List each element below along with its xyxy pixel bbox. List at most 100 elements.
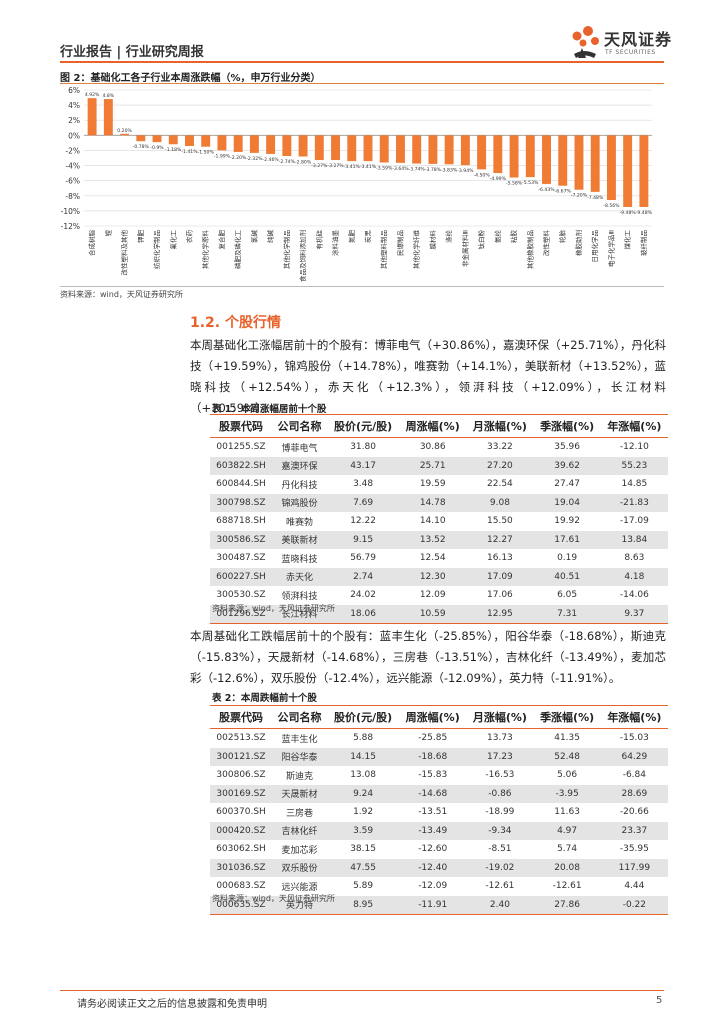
y-tick-label: -2% — [65, 146, 80, 155]
table-cell: -12.40 — [399, 858, 467, 877]
table-cell: 300798.SZ — [210, 493, 272, 512]
header-divider — [60, 61, 664, 63]
table-row: 300798.SZ 锦鸡股份 7.69 14.78 9.08 19.04 -21.83 — [210, 493, 668, 512]
table-cell: 18.06 — [327, 604, 400, 624]
category-label: 涂料油墨 — [331, 230, 340, 257]
category-label: 民爆制品 — [395, 230, 404, 256]
table-cell: 6.05 — [557, 590, 578, 601]
table-cell: 28.69 — [600, 784, 668, 803]
data-label: -0.9% — [150, 145, 164, 151]
table-row: 001296.SZ 长江材料 18.06 10.59 12.95 7.31 9.37 — [210, 604, 668, 624]
table-row: 688718.SH 唯赛勃 12.22 14.10 15.50 19.92 -17.09 — [210, 512, 668, 531]
table-cell: 30.86 — [419, 442, 446, 453]
category-label: 煤化工 — [623, 230, 632, 250]
table-cell: 688718.SH — [216, 516, 266, 527]
table-cell: 19.04 — [533, 493, 601, 512]
bar — [136, 135, 146, 142]
category-label: 钾肥 — [136, 230, 145, 244]
data-label: -0.78% — [133, 144, 150, 150]
y-tick-label: 4% — [68, 101, 80, 110]
bar — [87, 98, 97, 136]
table-cell: 9.15 — [327, 530, 400, 549]
table-cell: 2.74 — [327, 567, 400, 586]
table-cell: 17.23 — [466, 747, 534, 766]
y-tick-label: -12% — [61, 222, 80, 231]
table2-source: 资料来源：wind，天风证券研究所 — [212, 894, 335, 903]
top-losers-table: 股票代码 公司名称 股价(元/股) 周涨幅(%) 月涨幅(%) 季涨幅(%) 年涨幅(%) … — [210, 705, 668, 915]
category-label: 轮胎 — [558, 230, 567, 244]
logo-mark-icon — [572, 26, 599, 58]
table-row: 603822.SH 嘉澳环保 43.17 25.71 27.20 39.62 55.23 — [210, 456, 668, 475]
table-cell: 25.71 — [399, 456, 467, 475]
table-cell: 300487.SZ — [216, 553, 266, 564]
data-label: -2.20% — [230, 155, 247, 161]
table-cell: 33.22 — [487, 442, 513, 453]
table-cell: -0.22 — [600, 895, 668, 915]
table-cell: 8.95 — [327, 895, 400, 915]
table-cell: -11.91 — [399, 895, 467, 915]
table-cell: 9.37 — [600, 604, 668, 624]
table-cell: 12.30 — [399, 567, 467, 586]
table-cell: 3.48 — [353, 479, 374, 490]
bar — [168, 135, 178, 145]
category-label: 有机硅 — [314, 230, 323, 250]
table-row: 300530.SZ 领湃科技 24.02 12.09 17.06 6.05 -14.06 — [210, 586, 668, 605]
table-cell: 12.54 — [419, 553, 446, 564]
bar — [477, 135, 487, 170]
data-label: -7.20% — [571, 193, 588, 199]
data-label: -3.41% — [344, 164, 361, 170]
y-tick-label: -6% — [65, 177, 80, 186]
table-cell: -14.06 — [619, 590, 649, 601]
category-label: 橡胶助剂 — [574, 230, 583, 256]
data-label: -3.83% — [441, 167, 458, 173]
table-cell: -12.60 — [418, 844, 448, 855]
table-cell: 嘉澳环保 — [271, 456, 328, 475]
bar — [460, 135, 470, 166]
table-cell: 38.15 — [350, 844, 376, 855]
y-tick-label: -8% — [65, 192, 80, 201]
bar — [412, 135, 422, 164]
table-cell: 斯迪克 — [286, 771, 314, 782]
bar — [185, 135, 194, 146]
bar — [347, 135, 357, 162]
bar — [152, 135, 162, 143]
category-label: 电子化学品Ⅲ — [606, 230, 615, 267]
table-cell: 0.19 — [557, 553, 578, 564]
table-cell: 43.17 — [327, 456, 400, 475]
table-cell: 64.29 — [600, 747, 668, 766]
table2-header-cell: 季涨幅(%) — [533, 705, 601, 729]
y-tick-label: -4% — [65, 162, 80, 171]
data-label: -2.74% — [279, 159, 296, 165]
table-cell: -35.95 — [619, 844, 649, 855]
table-cell: -0.86 — [466, 784, 534, 803]
data-label: -3.41% — [360, 164, 377, 170]
table-cell: -12.61 — [552, 881, 582, 892]
category-label: 炭黑 — [364, 230, 372, 244]
table-cell: -3.95 — [533, 784, 601, 803]
data-label: -3.64% — [392, 166, 409, 172]
bar — [542, 135, 551, 184]
table-cell: 7.69 — [327, 493, 400, 512]
table1-header-cell: 月涨幅(%) — [466, 414, 534, 438]
category-label: 其他化学制品 — [282, 230, 291, 269]
category-label: 粘胶 — [509, 230, 518, 244]
table-cell: 5.88 — [353, 733, 374, 744]
category-label: 氟化工 — [168, 230, 177, 250]
data-label: -3.59% — [376, 165, 393, 171]
losers-paragraph: 本周基础化工跌幅居前十的个股有：蓝丰生化（-25.85%），阳谷华泰（-18.6… — [190, 629, 666, 685]
table-cell: 27.47 — [554, 479, 580, 490]
data-label: -6.67% — [555, 189, 572, 195]
y-tick-label: -10% — [61, 207, 80, 216]
gainers-paragraph: 本周基础化工涨幅居前十的个股有：博菲电气（+30.86%），嘉澳环保（+25.7… — [190, 338, 666, 415]
table2-title: 表 2：本周跌幅前十个股 — [212, 693, 317, 704]
table1-header-cell: 股价(元/股) — [327, 414, 400, 438]
table-cell: 长江材料 — [271, 604, 328, 624]
data-label: -9.48% — [620, 210, 637, 216]
table1-header-cell: 公司名称 — [271, 414, 328, 438]
table-row: 300586.SZ 美联新材 9.15 13.52 12.27 17.61 13.84 — [210, 530, 668, 549]
category-label: 氯碱 — [249, 230, 258, 244]
category-label: 涤纶 — [444, 230, 453, 244]
table-cell: 17.61 — [533, 530, 601, 549]
table-cell: 1.92 — [353, 807, 374, 818]
table-cell: 16.13 — [487, 553, 513, 564]
